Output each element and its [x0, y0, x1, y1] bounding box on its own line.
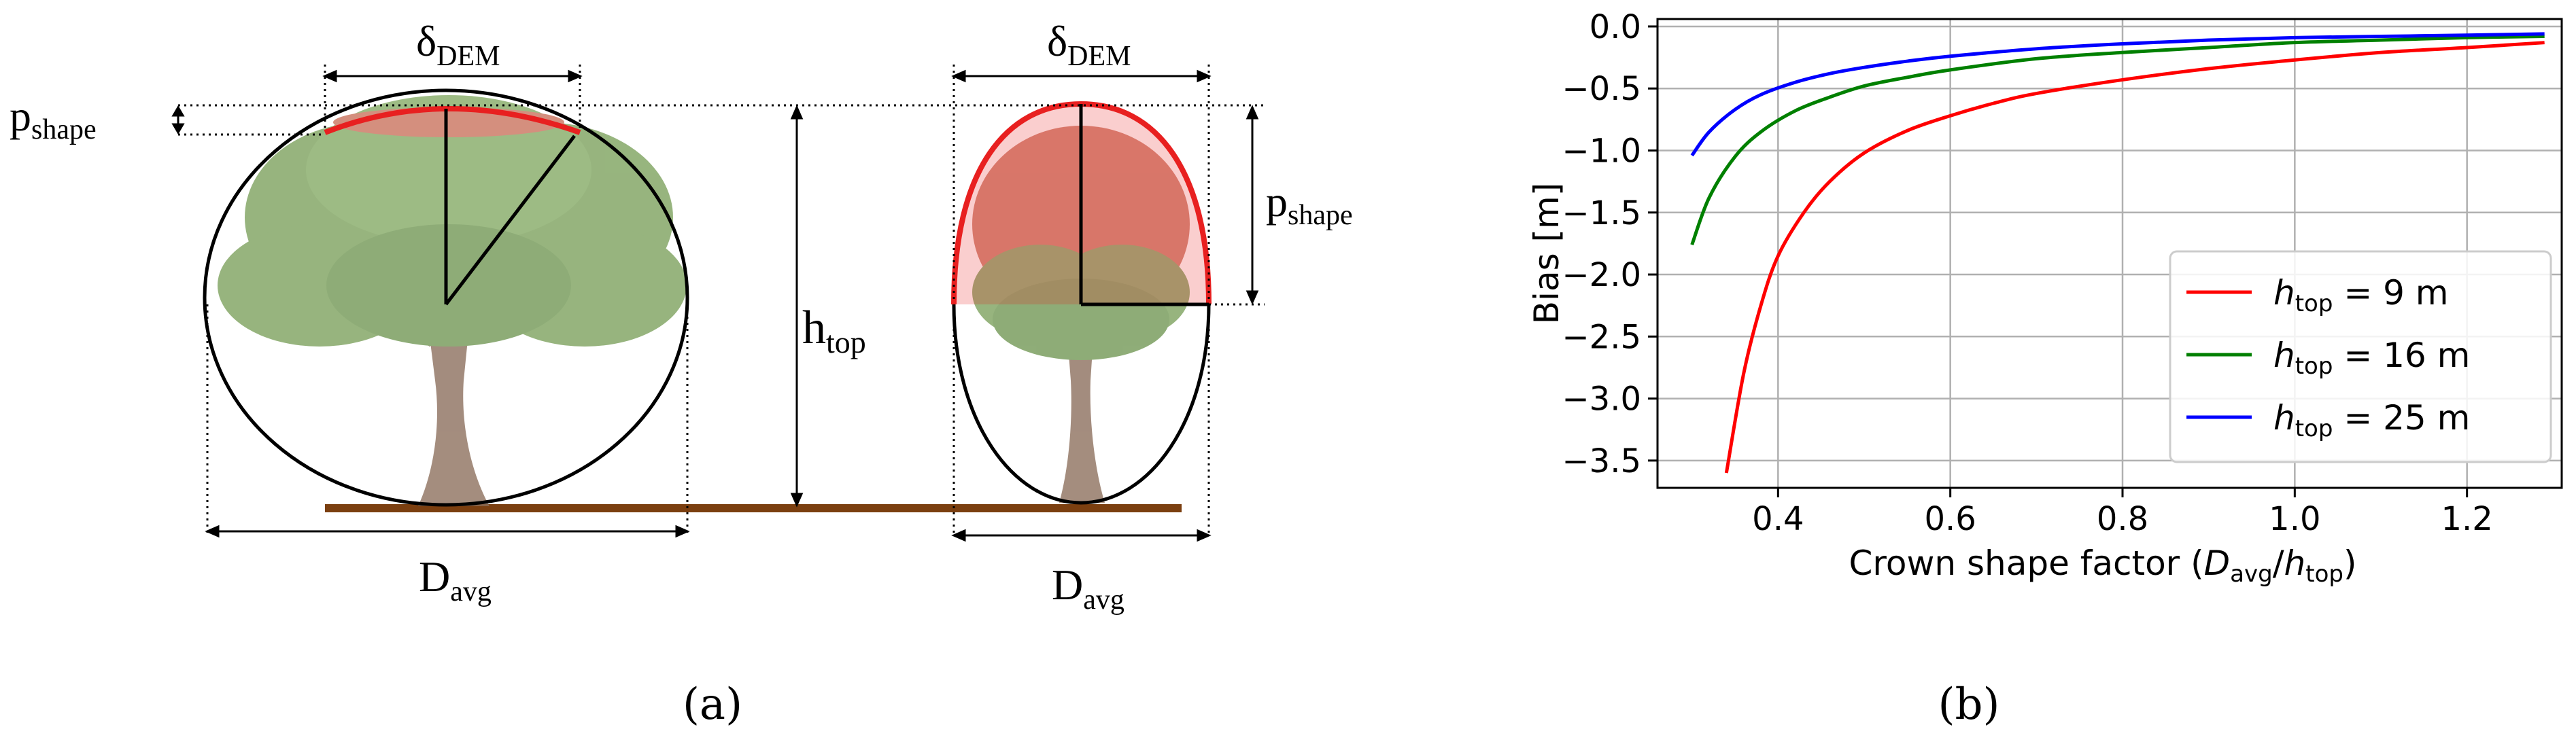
- x-ticks: 0.4 0.6 0.8 1.0 1.2: [1752, 488, 2493, 538]
- dimension-arrows: [171, 69, 1259, 542]
- series-line: [1724, 41, 2545, 474]
- legend-label: htop = 16 m: [2273, 336, 2470, 380]
- dimension-guides: [178, 65, 1265, 537]
- p-shape-label-right: pshape: [1266, 177, 1353, 231]
- y-tick-label: −1.0: [1562, 132, 1641, 170]
- y-tick-label: −2.5: [1562, 318, 1641, 356]
- y-ticks: 0.0 −0.5 −1.0 −1.5 −2.0 −2.5 −3.0 −3.5: [1562, 8, 1658, 480]
- series-line: [1690, 32, 2545, 157]
- broad-crown-outline: [203, 88, 689, 507]
- x-tick-label: 0.4: [1752, 500, 1804, 538]
- legend-label: htop = 9 m: [2273, 273, 2449, 317]
- panel-a-label: (a): [683, 679, 742, 730]
- bias-chart: 0.4 0.6 0.8 1.0 1.2 0.0 −0.5 −1.0 −1.5 −2.0 −2.5 −…: [1527, 8, 2563, 730]
- h-top-label: htop: [802, 302, 866, 359]
- y-tick-label: −0.5: [1562, 70, 1641, 108]
- legend-box: [2169, 250, 2552, 463]
- broad-tree-icon: [218, 95, 687, 506]
- series-line: [1690, 35, 2545, 246]
- x-tick-label: 0.6: [1924, 500, 1976, 538]
- narrow-crown-outline: [952, 304, 1211, 505]
- p-shape-label-left: pshape: [10, 92, 97, 145]
- x-tick-label: 0.8: [2097, 500, 2148, 538]
- chart-legend: htop = 9 m htop = 16 m htop = 25 m: [2169, 250, 2552, 463]
- delta-dem-label-right: δDEM: [1047, 17, 1131, 72]
- broad-cap-arc: [324, 106, 581, 135]
- y-tick-label: −3.5: [1562, 442, 1641, 480]
- x-tick-label: 1.2: [2441, 500, 2492, 538]
- y-tick-label: 0.0: [1590, 8, 1641, 46]
- x-tick-label: 1.0: [2269, 500, 2320, 538]
- chart-series: [1690, 32, 2545, 474]
- d-avg-label-left: Davg: [419, 552, 492, 607]
- plot-frame: [1656, 18, 2563, 489]
- panel-a-diagram: δDEM δDEM pshape pshape htop Davg Davg (…: [10, 17, 1353, 730]
- broad-radius-diagonal: [445, 135, 576, 306]
- legend-label: htop = 25 m: [2273, 398, 2470, 442]
- delta-dem-label-left: δDEM: [416, 17, 500, 72]
- y-tick-label: −3.0: [1562, 380, 1641, 419]
- y-tick-label: −2.0: [1562, 256, 1641, 294]
- y-axis-label: Bias [m]: [1527, 183, 1566, 325]
- x-axis-label: Crown shape factor (Davg/htop): [1849, 544, 2357, 588]
- d-avg-label-right: Davg: [1052, 561, 1124, 616]
- panel-b-label: (b): [1938, 679, 2000, 730]
- y-tick-label: −1.5: [1562, 194, 1641, 232]
